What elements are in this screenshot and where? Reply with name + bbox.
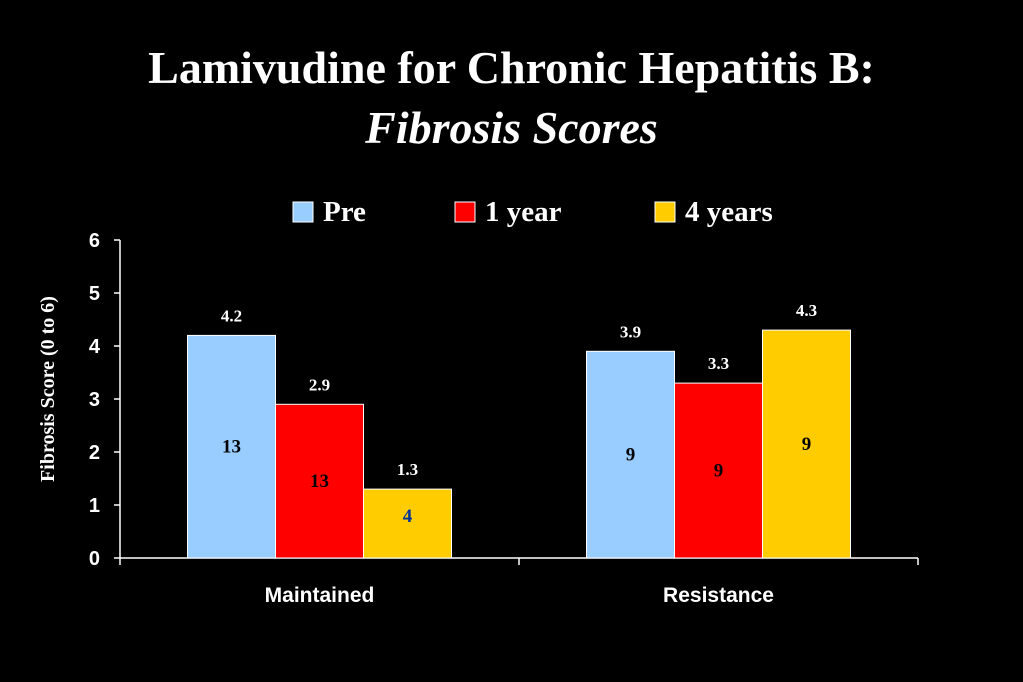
- y-tick-label: 2: [89, 442, 100, 464]
- legend-label-0: Pre: [323, 196, 366, 228]
- bar-0-0: [187, 334, 276, 559]
- bar-n-label: 13: [310, 471, 329, 492]
- y-tick-label: 1: [89, 495, 100, 517]
- bar-value-label: 4.2: [221, 306, 242, 325]
- bar-0-2: [363, 488, 452, 559]
- bar-value-label: 4.3: [796, 301, 817, 320]
- bar-n-label: 9: [802, 434, 812, 455]
- legend-swatch-2: [654, 201, 676, 223]
- bar-n-label: 13: [222, 437, 241, 458]
- bar-n-label: 4: [403, 506, 413, 527]
- legend-label-2: 4 years: [685, 196, 773, 228]
- bar-value-label: 3.3: [708, 354, 729, 373]
- bar-0-1: [275, 403, 364, 559]
- y-axis-label: Fibrosis Score (0 to 6): [37, 296, 59, 482]
- x-category-label: Maintained: [265, 584, 375, 607]
- legend-swatch-1: [454, 201, 476, 223]
- bar-1-2: [762, 329, 851, 559]
- y-tick-label: 5: [89, 283, 100, 305]
- bar-value-label: 1.3: [397, 460, 418, 479]
- bar-value-label: 3.9: [620, 322, 641, 341]
- chart-subtitle: Fibrosis Scores: [365, 102, 658, 153]
- legend-swatch-0: [292, 201, 314, 223]
- y-tick-label: 0: [89, 548, 100, 570]
- bar-n-label: 9: [714, 461, 724, 482]
- legend-label-1: 1 year: [485, 196, 562, 228]
- y-tick-label: 3: [89, 389, 100, 411]
- x-category-label: Resistance: [663, 584, 774, 607]
- chart-title: Lamivudine for Chronic Hepatitis B:: [148, 42, 875, 93]
- bar-1-0: [586, 350, 675, 559]
- bar-n-label: 9: [626, 445, 636, 466]
- bar-value-label: 2.9: [309, 375, 330, 394]
- y-tick-label: 4: [89, 336, 101, 358]
- y-tick-label: 6: [89, 230, 100, 252]
